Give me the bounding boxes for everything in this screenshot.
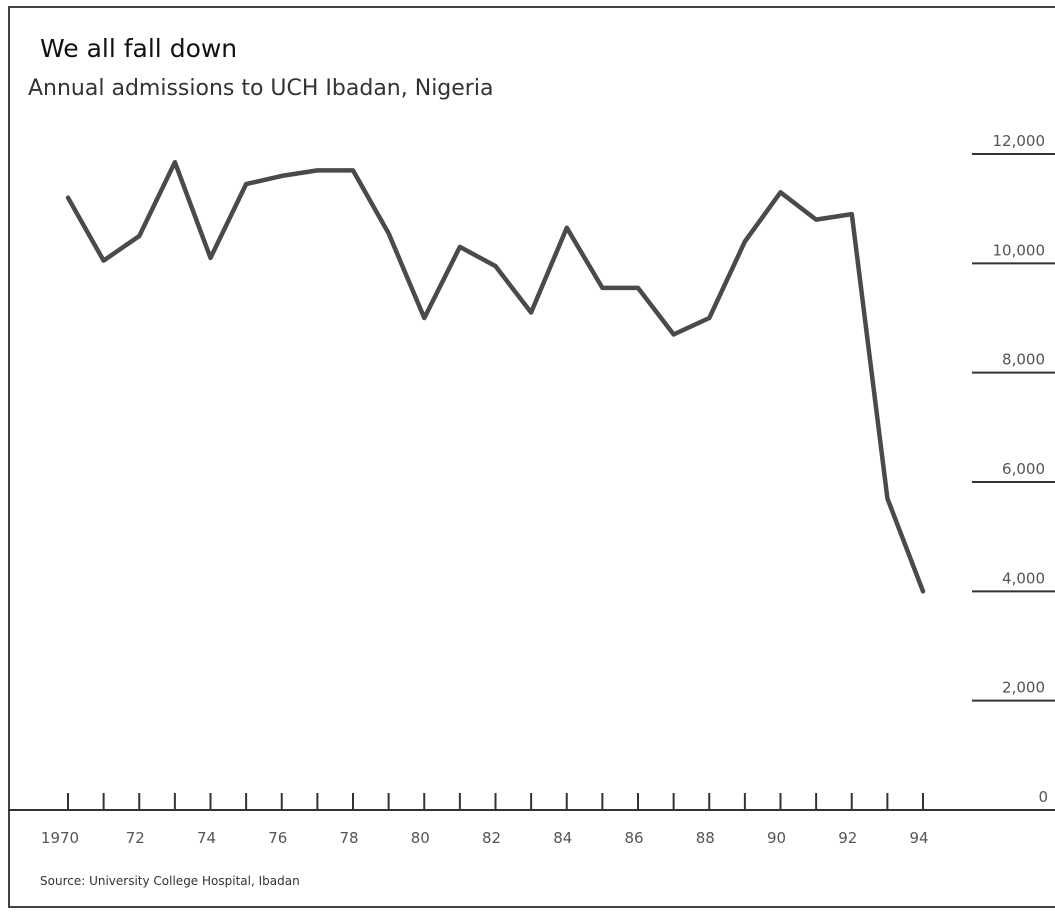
x-tick-label: 88 — [696, 829, 715, 847]
x-tick-label: 78 — [339, 829, 358, 847]
y-tick-label: 2,000 — [1002, 679, 1045, 697]
x-tick-label: 80 — [411, 829, 430, 847]
y-tick-label: 8,000 — [1002, 351, 1045, 369]
series-group — [65, 159, 926, 594]
x-tick-label: 86 — [624, 829, 643, 847]
x-tick-label: 72 — [126, 829, 145, 847]
y-tick-label: 0 — [1038, 788, 1048, 806]
x-tick-label: 94 — [909, 829, 928, 847]
x-tick-label: 82 — [482, 829, 501, 847]
y-tick-label: 12,000 — [993, 132, 1046, 150]
chart-subtitle: Annual admissions to UCH Ibadan, Nigeria — [28, 76, 494, 101]
y-tick-label: 10,000 — [993, 241, 1046, 259]
x-tick-label: 76 — [268, 829, 287, 847]
x-tick-label: 84 — [553, 829, 572, 847]
x-axis: 1970 72 74 76 78 80 82 84 86 88 90 92 94 — [8, 793, 1055, 847]
x-tick-label: 90 — [767, 829, 786, 847]
source-note: Source: University College Hospital, Iba… — [40, 874, 300, 888]
chart-title: We all fall down — [40, 34, 238, 63]
series-line-admissions — [65, 159, 926, 594]
y-tick-label: 6,000 — [1002, 460, 1045, 478]
y-tick-label: 4,000 — [1002, 569, 1045, 587]
x-tick-label: 92 — [838, 829, 857, 847]
x-tick-label: 74 — [197, 829, 216, 847]
y-axis: 0 2,000 4,000 6,000 8,000 10,000 12,000 — [972, 132, 1055, 806]
x-tick-label: 1970 — [41, 829, 79, 847]
